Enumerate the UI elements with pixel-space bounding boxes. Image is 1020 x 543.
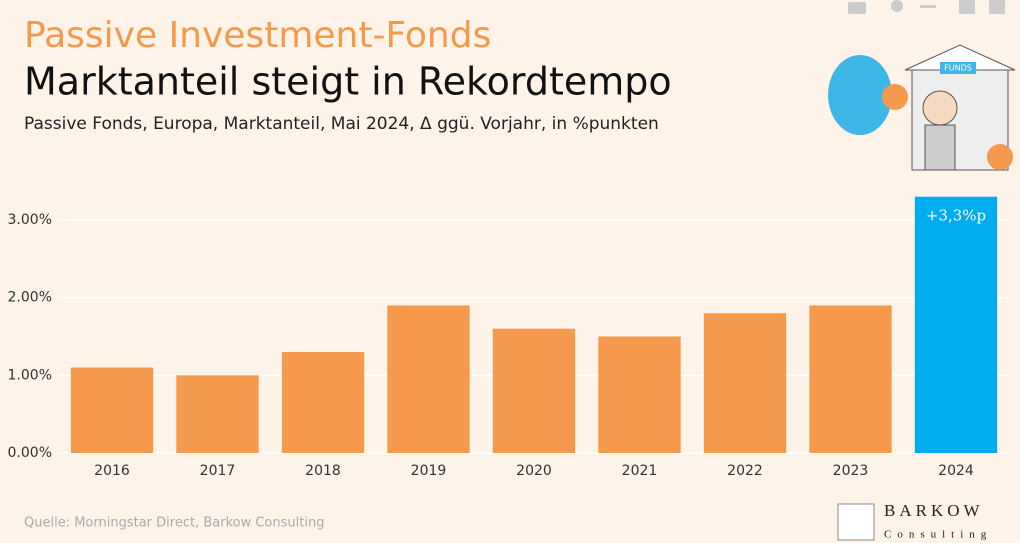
bar [914,196,998,453]
bar [387,305,470,453]
x-tick-label: 2016 [94,463,130,479]
y-tick-label: 0.00% [8,445,52,461]
x-tick-label: 2020 [516,463,552,479]
data-label: +3,3%p [926,207,986,225]
sign-text: FUNDS [944,64,972,73]
logo-tagline: Consulting [884,529,992,541]
y-tick-label: 3.00% [8,212,52,228]
x-tick-label: 2021 [622,463,658,479]
source: Quelle: Morningstar Direct, Barkow Consu… [24,516,324,531]
palm [828,55,892,135]
chart-subtitle: Marktanteil steigt in Rekordtempo [24,60,672,104]
bar [703,313,787,453]
logo: BARKOW Consulting [837,501,992,541]
pan-icon[interactable] [920,5,936,8]
coin [987,144,1013,170]
x-tick-label: 2023 [833,463,869,479]
zoom-icon[interactable] [891,0,903,12]
coin [882,84,908,110]
logo-mark [837,503,875,541]
illustration: FUNDS [828,44,1016,171]
bar [281,352,365,453]
zoom-out-icon[interactable] [989,0,1005,14]
toolbar[interactable] [848,0,1005,14]
chart-description: Passive Fonds, Europa, Marktanteil, Mai … [24,114,659,134]
x-tick-label: 2022 [727,463,763,479]
zoom-in-icon[interactable] [959,0,975,14]
chart-title: Passive Investment-Fonds [24,15,491,56]
x-tick-label: 2024 [938,463,974,479]
y-tick-label: 2.00% [8,290,52,306]
head [922,90,958,126]
x-tick-label: 2019 [411,463,447,479]
x-tick-label: 2018 [305,463,341,479]
sign-board [940,62,976,74]
y-tick-label: 1.00% [8,367,52,383]
camera-icon[interactable] [848,2,866,14]
bar [70,367,154,453]
bar [176,375,259,453]
logo-name: BARKOW [884,501,984,520]
x-tick-label: 2017 [200,463,236,479]
body [924,124,956,171]
bar [598,336,681,453]
bar [809,305,892,453]
bar [492,328,576,453]
